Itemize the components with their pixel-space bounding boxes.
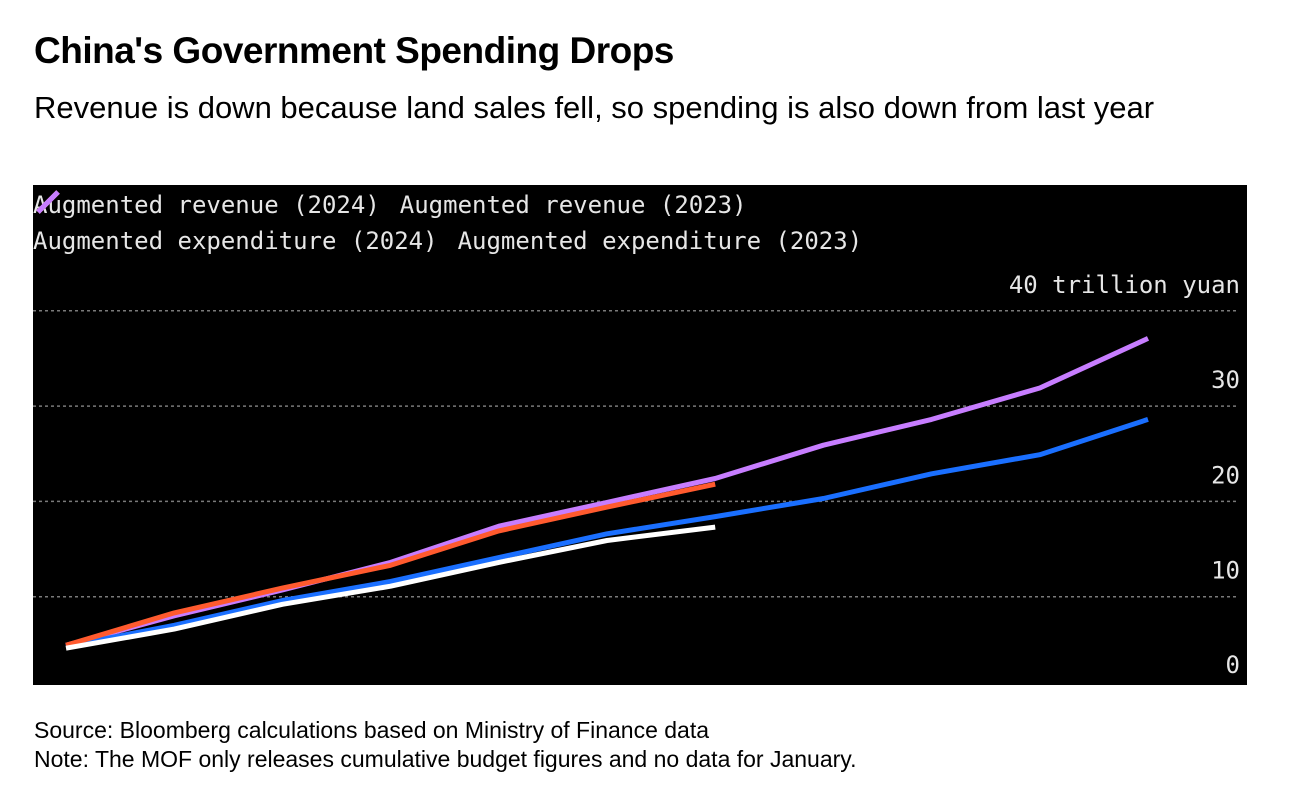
legend-label-revenue-2024: Augmented revenue (2024) (33, 191, 380, 219)
chart-title: China's Government Spending Drops (34, 30, 674, 71)
y-tick-label-20: 20 (1211, 461, 1240, 489)
legend-item-expenditure-2024[interactable]: Augmented expenditure (2024) (33, 190, 438, 255)
legend-row: Augmented expenditure (2024) Augmented e… (33, 190, 1247, 259)
data-note: Note: The MOF only releases cumulative b… (34, 746, 857, 772)
chart-subtitle: Revenue is down because land sales fell,… (34, 90, 1155, 125)
legend-swatch-expenditure-2023 (36, 190, 60, 214)
series-line-expenditure-2024 (65, 481, 716, 648)
chart-panel: 0 10 20 30 40 trillion yuan Augmented revenu… (33, 185, 1247, 685)
footer: Source: Bloomberg calculations based on … (34, 716, 857, 774)
legend-item-revenue-2023[interactable]: Augmented revenue (2023) (36, 190, 747, 219)
legend-row: Augmented revenue (2024) Augmented reven… (33, 187, 1247, 223)
y-tick-label-0: 0 (1226, 651, 1240, 679)
legend-label-expenditure-2023: Augmented expenditure (2023) (457, 227, 863, 255)
y-tick-label-40: 40 trillion yuan (1009, 271, 1240, 299)
legend-label-revenue-2023: Augmented revenue (2023) (399, 191, 747, 219)
legend-item-revenue-2024[interactable]: Augmented revenue (2024) (33, 190, 380, 219)
series-line-revenue-2024 (65, 524, 716, 651)
y-tick-label-10: 10 (1211, 557, 1240, 585)
series-line-revenue-2023 (65, 417, 1149, 649)
line-chart: 0 10 20 30 40 trillion yuan (33, 271, 1240, 679)
legend: Augmented revenue (2024) Augmented reven… (33, 187, 1247, 259)
y-tick-label-30: 30 (1211, 366, 1240, 394)
source-note: Source: Bloomberg calculations based on … (34, 717, 710, 743)
legend-label-expenditure-2024: Augmented expenditure (2024) (33, 227, 438, 255)
legend-item-expenditure-2023[interactable]: Augmented expenditure (2023) (36, 190, 863, 255)
